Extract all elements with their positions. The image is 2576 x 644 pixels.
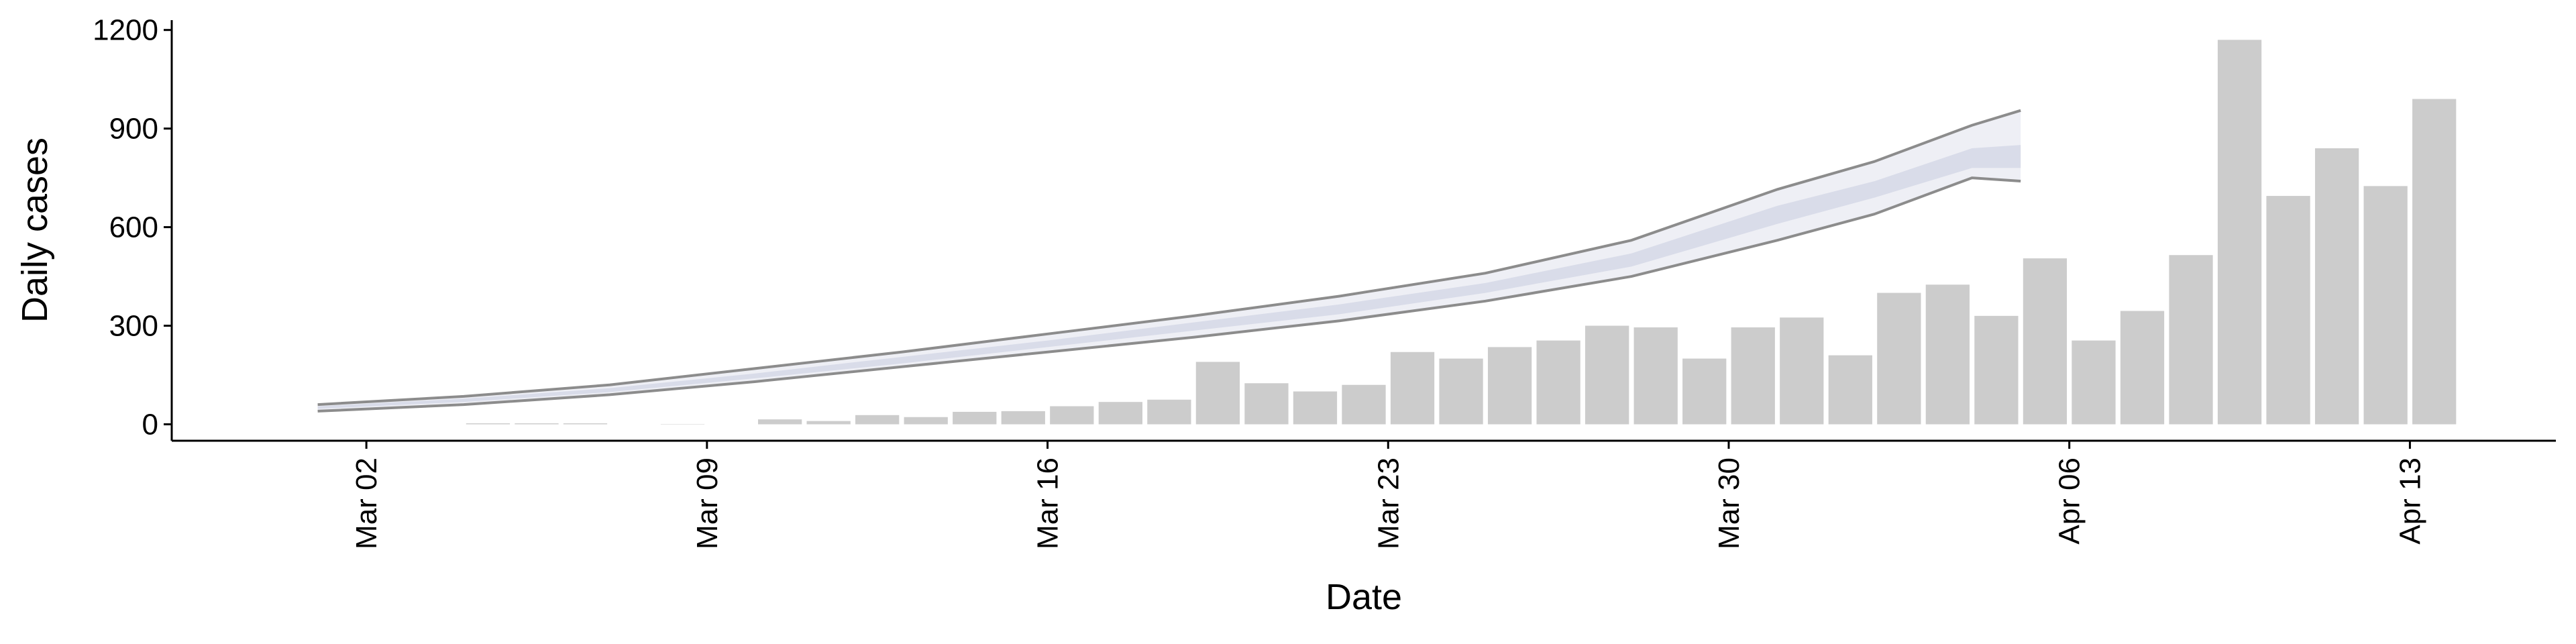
bar [1877,292,1921,425]
bar [806,421,851,425]
bar [1974,315,2019,425]
y-tick-label: 300 [109,310,158,343]
bar [563,423,608,425]
bar [1731,327,1775,425]
band-line [317,109,2021,407]
bar [1487,347,1532,425]
bar [1050,406,1094,425]
y-axis-label: Daily cases [15,138,55,323]
bar [1925,284,1970,425]
y-tick-label: 600 [109,211,158,244]
bar [1536,340,1580,425]
x-tick-label: Apr 06 [2053,458,2086,545]
bar [1828,355,1872,425]
bar [1390,352,1435,425]
bar [1195,362,1240,425]
bar [1682,358,1727,425]
bar [1001,411,1045,425]
bar [1633,327,1678,425]
bar [2217,40,2262,425]
bar [2072,340,2116,425]
x-axis-label: Date [1326,577,1402,617]
bar [2169,255,2213,425]
outer-band [317,110,2021,411]
bar [757,419,802,425]
bar [855,415,900,425]
bar [1585,325,1629,425]
y-tick-label: 0 [142,409,158,441]
bar [1293,391,1338,425]
y-tick-label: 1200 [93,14,158,47]
bar [2023,258,2068,425]
bar [1244,383,1289,425]
x-tick-label: Mar 23 [1372,458,1405,549]
bar [953,411,997,425]
x-tick-label: Mar 09 [691,458,724,549]
x-tick-label: Mar 16 [1032,458,1065,549]
bar [515,423,559,425]
bar [1342,384,1386,425]
band-line [317,176,2021,413]
bar [2120,311,2165,425]
bar [466,423,511,425]
bar [2314,148,2359,425]
y-tick-label: 900 [109,113,158,146]
bar [904,417,948,425]
bar [2363,186,2408,425]
x-tick-label: Apr 13 [2394,458,2426,545]
bar [1780,317,1824,425]
bar [2412,99,2457,425]
bar [1147,399,1191,425]
bar [1439,358,1483,425]
x-tick-label: Mar 02 [350,458,383,549]
bar [1098,402,1142,425]
x-tick-label: Mar 30 [1713,458,1746,549]
bar [2266,196,2310,425]
